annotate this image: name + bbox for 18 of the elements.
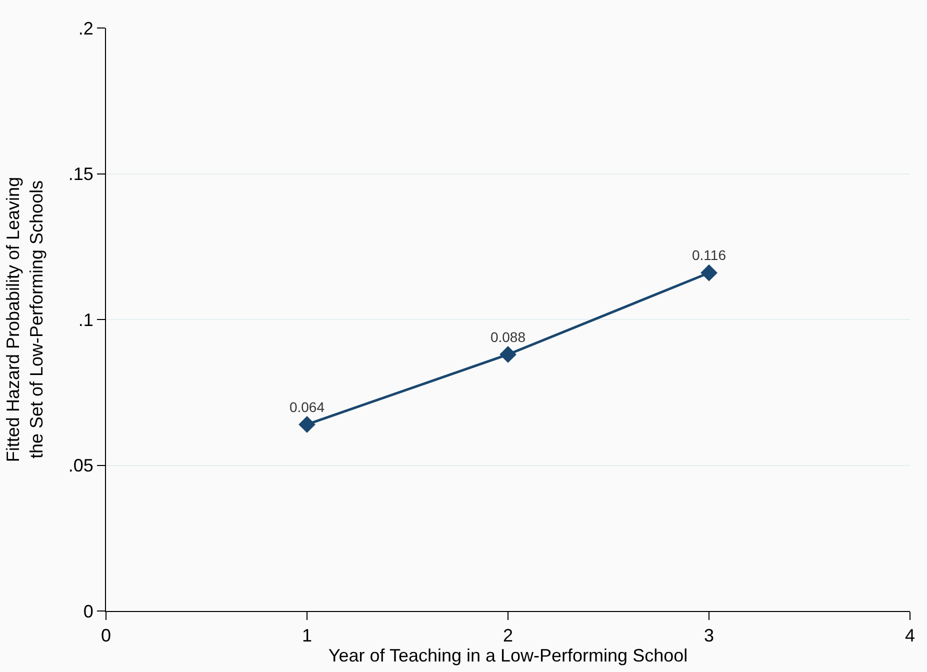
y-tick-label: .1: [78, 310, 94, 330]
x-tick-label: 1: [302, 626, 312, 646]
y-tick-label: .2: [78, 18, 94, 38]
x-tick-label: 0: [100, 626, 112, 646]
y-tick-label: 0: [83, 601, 94, 622]
x-tick-label: 4: [904, 626, 916, 646]
data-label: 0.064: [289, 398, 325, 415]
y-tick-label: .05: [68, 456, 94, 476]
data-label: 0.088: [490, 328, 526, 345]
x-tick-label: 3: [704, 626, 714, 646]
point: [700, 264, 718, 282]
x-tick-label: 2: [502, 626, 514, 646]
point: [500, 346, 516, 363]
y-axis-title: Fitted Hazard Probability of Leaving the Set of Low-Performing Schools: [3, 176, 47, 462]
x-axis-title: Year of Teaching in a Low-Performing School: [328, 646, 688, 666]
data-label: 0.116: [692, 247, 726, 264]
point: [298, 416, 316, 433]
y-tick-label: .15: [68, 164, 94, 184]
